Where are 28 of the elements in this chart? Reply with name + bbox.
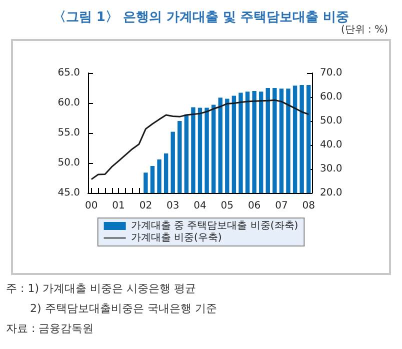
x-tick-label: 08 bbox=[302, 200, 315, 212]
x-tick-label: 04 bbox=[194, 200, 206, 212]
chart-title: 〈그림 1〉 은행의 가계대출 및 주택담보대출 비중 bbox=[52, 10, 350, 25]
y2-tick-label: 60.0 bbox=[320, 92, 342, 102]
y-tick-label: 55.0 bbox=[58, 128, 80, 138]
legend-label: 가계대출 중 주택담보대출 비중(좌축) bbox=[130, 220, 298, 232]
y-tick-label: 45.0 bbox=[58, 188, 80, 198]
y-tick-label: 60.0 bbox=[58, 98, 80, 108]
x-tick-label: 02 bbox=[139, 200, 152, 212]
text: 자료 : 금융감독원 bbox=[6, 322, 94, 335]
x-tick-label: 03 bbox=[166, 200, 180, 212]
x-tick-label: 05 bbox=[220, 200, 234, 212]
y2-tick-label: 20.0 bbox=[320, 188, 342, 198]
y2-tick-label: 30.0 bbox=[320, 164, 342, 174]
y2-tick-label: 50.0 bbox=[320, 116, 342, 126]
text: 주 : 1) 가계대출 비중은 시중은행 평균 bbox=[6, 282, 196, 295]
x-tick-label: 00 bbox=[85, 200, 98, 212]
y-tick-label: 65.0 bbox=[58, 68, 80, 78]
line-series bbox=[90, 99, 310, 180]
y2-tick-label: 70.0 bbox=[320, 68, 342, 78]
x-tick-label: 06 bbox=[248, 200, 261, 212]
y2-tick-label: 40.0 bbox=[320, 140, 342, 150]
y-tick-label: 50.0 bbox=[58, 158, 80, 168]
legend-label: 가계대출 비중(우축) bbox=[130, 232, 222, 244]
x-tick-label: 07 bbox=[275, 200, 288, 212]
text: 2) 주택담보대출비중은 국내은행 기준 bbox=[30, 302, 217, 315]
x-tick-label: 01 bbox=[112, 200, 125, 212]
text: (단위 : %) bbox=[340, 24, 388, 36]
